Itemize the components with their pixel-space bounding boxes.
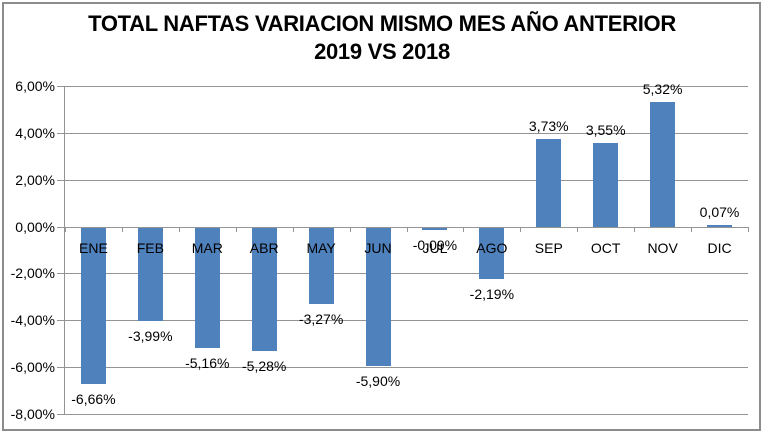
bar-ene xyxy=(80,227,106,384)
y-axis-tick-label: -2,00% xyxy=(10,265,55,282)
chart-subtitle: 2019 VS 2018 xyxy=(314,39,450,64)
data-label: 3,73% xyxy=(528,118,569,135)
bar-may xyxy=(308,227,334,305)
gridline xyxy=(65,367,748,369)
x-axis-category-label: AGO xyxy=(476,239,508,256)
x-axis-category-label: MAR xyxy=(191,239,223,256)
y-axis-tick-label: -4,00% xyxy=(10,312,55,329)
x-axis-tick xyxy=(292,226,294,232)
y-axis-tick-label: 6,00% xyxy=(15,78,55,94)
data-label: 5,32% xyxy=(642,80,683,97)
y-axis-tick-label: 2,00% xyxy=(15,171,55,188)
bar-nov xyxy=(650,101,676,227)
plot-area: ENE -6,66% FEB -3,99% MAR -5,16% ABR -5,28% MAY -… xyxy=(57,81,749,415)
chart-title-block: TOTAL NAFTAS VARIACION MISMO MES AÑO ANT… xyxy=(0,10,764,66)
x-axis-tick xyxy=(235,226,237,232)
x-axis-tick xyxy=(406,226,408,232)
data-label: -6,66% xyxy=(71,390,116,407)
y-axis-line xyxy=(64,86,65,415)
y-axis-tick xyxy=(57,86,64,87)
x-axis-category-label: OCT xyxy=(590,239,621,256)
data-label: -3,99% xyxy=(128,328,173,345)
y-axis-tick-label: -6,00% xyxy=(10,359,55,376)
x-axis-tick xyxy=(748,226,749,232)
data-label: -0,09% xyxy=(412,236,458,253)
x-axis-tick xyxy=(463,226,465,232)
data-label: -5,90% xyxy=(355,372,401,389)
y-axis-tick xyxy=(57,132,64,134)
x-axis-tick xyxy=(65,226,66,232)
x-axis-category-label: MAY xyxy=(306,239,336,256)
x-axis-tick xyxy=(349,226,351,232)
bar-abr xyxy=(251,227,277,352)
y-axis-tick xyxy=(57,320,64,322)
y-axis-tick-label: -8,00% xyxy=(10,406,55,422)
gridline xyxy=(65,320,748,322)
data-label: 3,55% xyxy=(585,122,626,139)
bar-ago xyxy=(479,227,505,279)
gridline xyxy=(65,273,748,275)
y-axis-tick xyxy=(57,226,64,228)
data-label: -2,19% xyxy=(469,285,515,302)
x-axis-tick xyxy=(520,226,522,232)
x-axis-category-label: ABR xyxy=(249,239,279,256)
y-axis-tick-label: 0,00% xyxy=(15,218,55,235)
data-label: -5,16% xyxy=(185,355,230,372)
y-axis-tick xyxy=(57,367,64,369)
data-label: 0,07% xyxy=(699,203,740,220)
x-axis-tick xyxy=(178,226,180,232)
data-label: -3,27% xyxy=(298,311,344,328)
x-axis-tick xyxy=(577,226,579,232)
bar-mar xyxy=(194,227,220,349)
x-axis-category-label: FEB xyxy=(136,239,164,256)
bar-jun xyxy=(365,227,391,366)
bar-oct xyxy=(593,143,619,227)
gridline xyxy=(65,179,748,181)
x-axis-tick xyxy=(634,226,636,232)
x-axis-category-label: DIC xyxy=(707,239,732,256)
data-label: -5,28% xyxy=(242,358,287,375)
x-axis-category-label: NOV xyxy=(647,239,678,256)
x-axis-category-label: JUL xyxy=(422,239,448,256)
gridline xyxy=(65,86,748,87)
x-axis-tick xyxy=(691,226,693,232)
y-axis-tick xyxy=(57,273,64,275)
x-axis-tick xyxy=(121,226,123,232)
y-axis-tick-label: 4,00% xyxy=(15,124,55,141)
y-axis-tick xyxy=(57,414,64,415)
x-axis-category-label: ENE xyxy=(79,239,108,256)
bar-dic xyxy=(707,224,733,227)
bar-jul xyxy=(422,227,448,230)
gridline xyxy=(65,132,748,134)
x-axis-category-label: JUN xyxy=(364,239,392,256)
chart-title: TOTAL NAFTAS VARIACION MISMO MES AÑO ANT… xyxy=(88,11,676,36)
x-axis-category-label: SEP xyxy=(534,239,563,256)
bar-sep xyxy=(536,139,562,227)
y-axis-tick xyxy=(57,179,64,181)
gridline xyxy=(65,414,748,415)
bar-feb xyxy=(137,227,163,322)
